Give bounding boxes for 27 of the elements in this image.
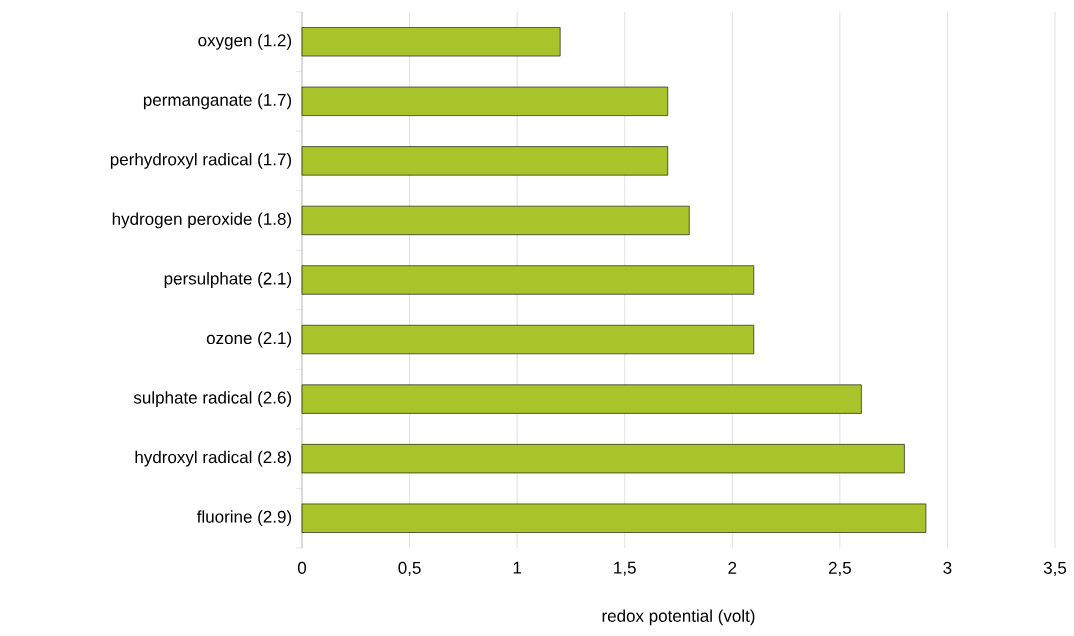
y-tick-label: ozone (2.1) (206, 331, 292, 348)
y-tick-label: perhydroxyl radical (1.7) (110, 152, 292, 169)
x-tick-label: 0 (297, 561, 307, 574)
bar (301, 265, 755, 295)
y-tick-label: sulphate radical (2.6) (133, 391, 292, 408)
bar (301, 503, 927, 533)
y-tick-label: permanganate (1.7) (143, 93, 292, 110)
bar (301, 384, 862, 414)
y-tick-label: oxygen (1.2) (198, 33, 292, 50)
bar (301, 205, 690, 236)
y-tick-label: hydroxyl radical (2.8) (135, 450, 292, 467)
bar (301, 444, 905, 474)
bar (301, 146, 669, 176)
x-tick-label: 3 (943, 561, 952, 574)
y-tick-label: hydrogen peroxide (1.8) (112, 212, 292, 229)
bar (301, 324, 755, 355)
x-axis-title: redox potential (volt) (602, 609, 755, 626)
x-tick-label: 1 (513, 561, 522, 574)
bar (301, 27, 561, 57)
x-tick-label: 3,5 (1043, 561, 1067, 576)
x-tick-label: 1,5 (614, 561, 636, 576)
x-tick-label: 2,5 (828, 561, 851, 576)
y-tick-label: persulphate (2.1) (164, 272, 292, 288)
x-tick-label: 0,5 (398, 561, 421, 576)
x-tick-label: 2 (728, 561, 737, 574)
bar (301, 86, 669, 116)
y-tick-label: fluorine (2.9) (196, 510, 292, 527)
